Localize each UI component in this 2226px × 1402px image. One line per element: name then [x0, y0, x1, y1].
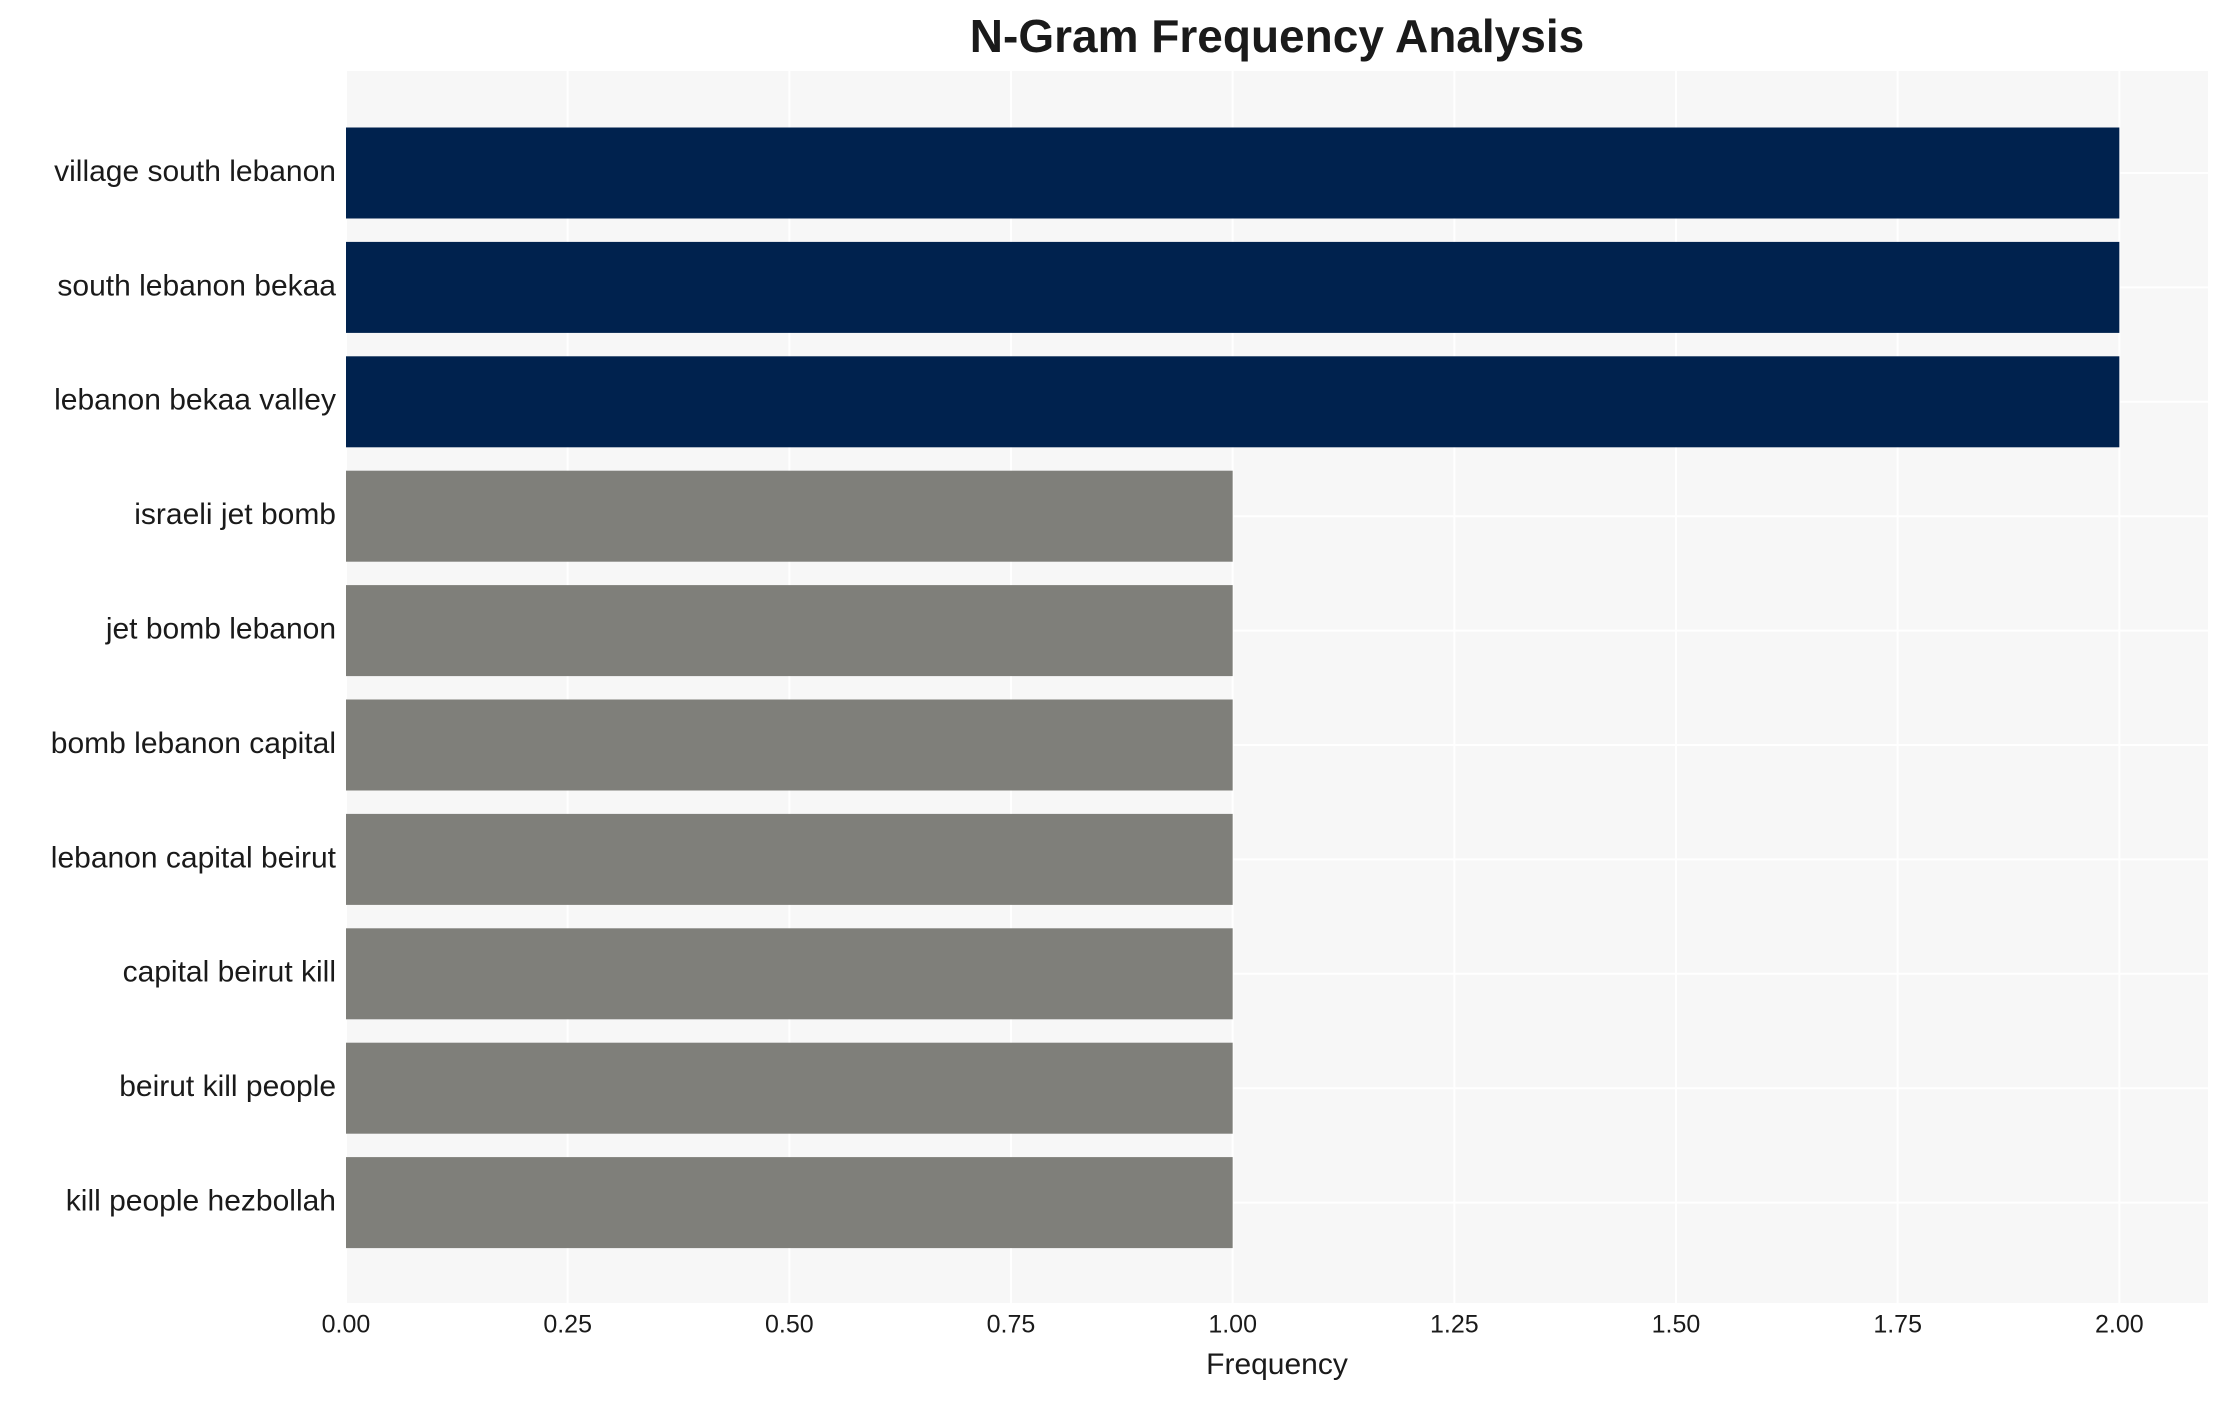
y-tick-label: jet bomb lebanon: [105, 613, 336, 646]
bar: [346, 1042, 1233, 1134]
y-tick-label: capital beirut kill: [123, 956, 336, 989]
y-tick-label: south lebanon bekaa: [57, 269, 336, 302]
bar: [346, 585, 1233, 677]
bar: [346, 813, 1233, 905]
y-tick-label: israeli jet bomb: [134, 498, 336, 531]
x-tick-label: 1.00: [1208, 1311, 1257, 1339]
x-tick-label: 0.50: [765, 1311, 814, 1339]
y-tick-label: lebanon bekaa valley: [54, 384, 336, 417]
y-tick-label: lebanon capital beirut: [51, 841, 337, 874]
bar: [346, 470, 1233, 562]
bar: [346, 928, 1233, 1020]
bar: [346, 241, 2120, 333]
y-tick-label: bomb lebanon capital: [51, 727, 336, 760]
x-axis-label: Frequency: [1206, 1348, 1348, 1381]
x-tick-label: 2.00: [2095, 1311, 2144, 1339]
x-tick-label: 0.75: [987, 1311, 1036, 1339]
y-tick-label: beirut kill people: [119, 1070, 336, 1103]
bar: [346, 1157, 1233, 1249]
bar: [346, 699, 1233, 791]
bar: [346, 127, 2120, 219]
x-tick-label: 0.25: [543, 1311, 592, 1339]
x-tick-label: 1.75: [1873, 1311, 1922, 1339]
y-tick-label: kill people hezbollah: [66, 1185, 336, 1218]
x-tick-label: 1.25: [1430, 1311, 1479, 1339]
x-tick-label: 0.00: [322, 1311, 371, 1339]
x-tick-label: 1.50: [1652, 1311, 1701, 1339]
y-tick-label: village south lebanon: [54, 155, 336, 188]
bar: [346, 356, 2120, 448]
chart-title: N-Gram Frequency Analysis: [970, 10, 1584, 62]
